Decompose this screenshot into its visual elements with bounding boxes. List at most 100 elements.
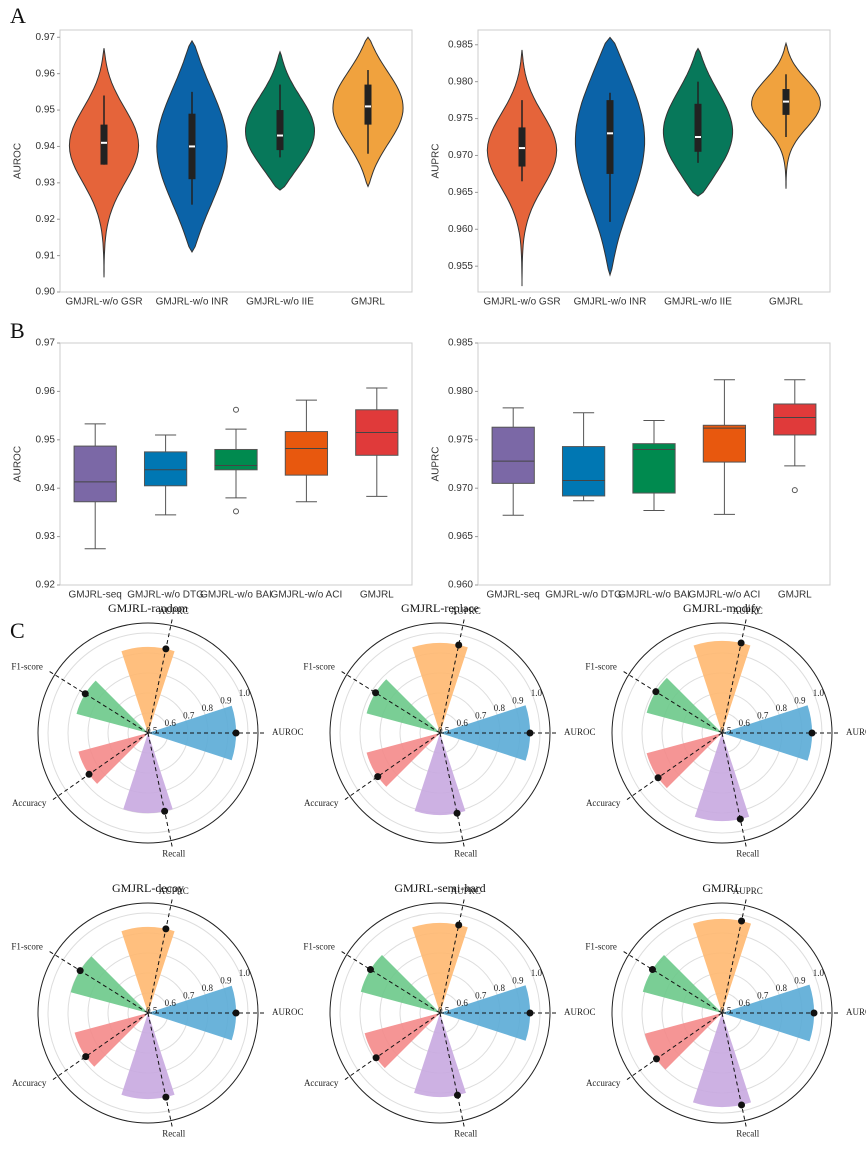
y-tick-label: 0.985 (448, 39, 473, 50)
reference-line (621, 950, 723, 1014)
value-dot (232, 729, 240, 737)
y-tick-label: 0.95 (36, 434, 56, 445)
r-tick-label: 0.7 (183, 711, 195, 721)
category-label: F1-score (11, 941, 43, 951)
y-axis-label: AUPRC (431, 143, 442, 178)
y-tick-label: 0.96 (36, 68, 56, 79)
category-label: AUPRC (733, 606, 763, 616)
r-tick-label: 0.9 (512, 696, 524, 706)
x-tick-label: GMJRL-w/o INR (574, 297, 647, 308)
polar-bar (76, 680, 148, 733)
chart-title: GMJRL-modify (683, 601, 761, 615)
r-tick-label: 0.9 (794, 976, 806, 986)
category-label: AUPRC (159, 606, 189, 616)
reference-line (51, 1012, 149, 1082)
y-tick-label: 0.960 (448, 224, 473, 235)
y-tick-label: 0.980 (448, 76, 473, 87)
reference-line (721, 897, 748, 1014)
polar-bar (412, 643, 468, 733)
x-tick-label: GMJRL-seq (487, 590, 540, 601)
value-dot (652, 1055, 660, 1063)
panel-label: B (10, 318, 25, 343)
r-tick-label: 1.0 (239, 968, 251, 978)
reference-line (47, 670, 149, 734)
reference-line (439, 732, 466, 849)
category-label: F1-score (585, 661, 617, 671)
r-tick-label: 0.8 (202, 983, 214, 993)
y-tick-label: 0.95 (36, 105, 56, 116)
r-tick-label: 1.0 (531, 688, 543, 698)
r-tick-label: 0.8 (776, 983, 788, 993)
y-tick-label: 0.975 (448, 113, 473, 124)
reference-line (721, 617, 748, 734)
iqr-box (518, 127, 526, 167)
x-tick-label: GMJRL-w/o INR (156, 297, 229, 308)
value-dot (374, 773, 382, 781)
category-label: Recall (454, 1128, 477, 1138)
reference-line (439, 617, 466, 734)
y-tick-label: 0.90 (36, 287, 56, 298)
x-tick-label: GMJRL-w/o ACI (689, 590, 761, 601)
value-dot (526, 729, 534, 737)
reference-line (147, 617, 174, 734)
r-tick-label: 0.5 (146, 726, 158, 736)
value-dot (232, 1009, 240, 1017)
outlier (233, 406, 239, 413)
category-label: Accuracy (586, 1078, 621, 1088)
reference-line (439, 1012, 466, 1129)
panel-label: C (10, 618, 25, 643)
y-tick-label: 0.965 (448, 531, 473, 542)
outlier (233, 508, 239, 515)
value-dot (455, 921, 463, 929)
r-tick-label: 0.8 (776, 703, 788, 713)
x-tick-label: GMJRL-w/o IIE (664, 297, 732, 308)
r-tick-label: 0.8 (202, 703, 214, 713)
reference-line (51, 732, 149, 802)
value-dot (453, 809, 461, 817)
y-tick-label: 0.980 (448, 386, 473, 397)
x-tick-label: GMJRL (778, 590, 812, 601)
iqr-box (100, 124, 108, 165)
r-tick-label: 0.6 (739, 998, 751, 1008)
reference-line (147, 732, 174, 849)
category-label: AUPRC (733, 886, 763, 896)
value-dot (737, 639, 745, 647)
category-label: AUROC (564, 727, 596, 737)
category-label: AUROC (272, 727, 304, 737)
reference-line (625, 732, 723, 802)
r-tick-label: 0.5 (438, 1006, 450, 1016)
r-tick-label: 0.6 (165, 718, 177, 728)
polar-bar (642, 955, 722, 1013)
box (632, 443, 676, 494)
category-label: Recall (736, 1128, 759, 1138)
polar-bar (412, 923, 468, 1013)
category-label: AUROC (846, 1007, 866, 1017)
box (284, 431, 329, 476)
value-dot (738, 1101, 746, 1109)
y-tick-label: 0.970 (448, 150, 473, 161)
polar-bar (123, 733, 173, 814)
value-dot (808, 729, 816, 737)
category-label: Accuracy (304, 798, 339, 808)
r-tick-label: 0.9 (220, 976, 232, 986)
category-label: F1-score (11, 661, 43, 671)
value-dot (162, 1093, 170, 1101)
y-tick-label: 0.960 (448, 580, 473, 591)
r-tick-label: 0.7 (183, 991, 195, 1001)
y-tick-label: 0.92 (36, 214, 56, 225)
value-dot (455, 641, 463, 649)
polar-bar (414, 733, 466, 815)
chart-title: GMJRL (702, 881, 741, 895)
y-tick-label: 0.92 (36, 580, 56, 591)
x-tick-label: GMJRL-w/o DTG (127, 590, 204, 601)
x-tick-label: GMJRL-w/o BAI (618, 590, 690, 601)
box (73, 445, 117, 503)
reference-line (343, 1012, 441, 1082)
value-dot (648, 966, 656, 974)
r-tick-label: 1.0 (813, 688, 825, 698)
y-tick-label: 0.97 (36, 32, 56, 43)
r-tick-label: 1.0 (239, 688, 251, 698)
iqr-box (364, 84, 372, 125)
value-dot (85, 770, 93, 778)
